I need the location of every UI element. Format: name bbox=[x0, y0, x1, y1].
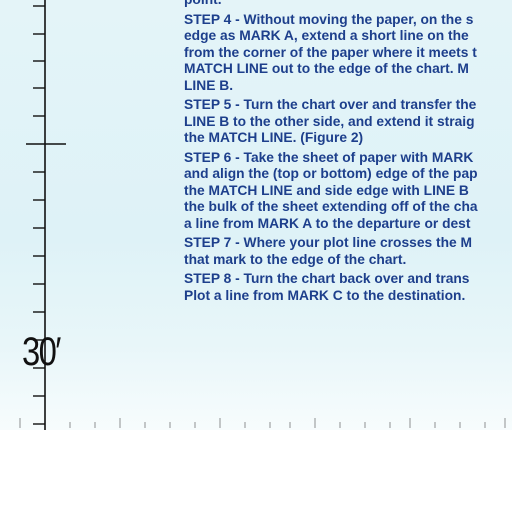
instruction-step: STEP 8 - Turn the chart back over and tr… bbox=[184, 271, 512, 304]
instructions-text: point. STEP 4 - Without moving the paper,… bbox=[184, 0, 512, 307]
latitude-scale bbox=[19, 0, 506, 430]
instruction-line: a line from MARK A to the departure or d… bbox=[184, 215, 471, 231]
instruction-step: STEP 5 - Turn the chart over and transfe… bbox=[184, 97, 512, 147]
instruction-line: Plot a line from MARK C to the destinati… bbox=[184, 287, 466, 303]
instruction-line: LINE B. bbox=[184, 77, 234, 93]
instruction-line: that mark to the edge of the chart. bbox=[184, 251, 407, 267]
instruction-line: the bulk of the sheet extending off of t… bbox=[184, 199, 478, 214]
instruction-line: the MATCH LINE. (Figure 2) bbox=[184, 130, 364, 145]
latitude-label: 30′ bbox=[22, 330, 61, 374]
instruction-step: STEP 6 - Take the sheet of paper with MA… bbox=[184, 150, 512, 233]
instruction-line: STEP 8 - Turn the chart back over and tr… bbox=[184, 271, 470, 286]
instruction-line: STEP 4 - Without moving the paper, on th… bbox=[184, 11, 474, 27]
instruction-line: the MATCH LINE and side edge with LINE B bbox=[184, 182, 469, 198]
instruction-line: STEP 5 - Turn the chart over and transfe… bbox=[184, 97, 477, 112]
instruction-line: STEP 7 - Where your plot line crosses th… bbox=[184, 235, 473, 250]
instruction-step: point. bbox=[184, 0, 512, 9]
instruction-line: LINE B to the other side, and extend it … bbox=[184, 113, 475, 129]
instruction-step: STEP 7 - Where your plot line crosses th… bbox=[184, 235, 512, 268]
instruction-line: edge as MARK A, extend a short line on t… bbox=[184, 28, 469, 43]
instruction-step: STEP 4 - Without moving the paper, on th… bbox=[184, 12, 512, 95]
instruction-line: and align the (top or bottom) edge of th… bbox=[184, 166, 478, 181]
instruction-line: point. bbox=[184, 0, 512, 9]
instruction-line: MATCH LINE out to the edge of the chart.… bbox=[184, 61, 469, 76]
instruction-line: STEP 6 - Take the sheet of paper with MA… bbox=[184, 149, 474, 165]
nautical-chart: 30′ point. STEP 4 - Without moving the pa… bbox=[0, 0, 512, 430]
instruction-line: from the corner of the paper where it me… bbox=[184, 44, 477, 60]
